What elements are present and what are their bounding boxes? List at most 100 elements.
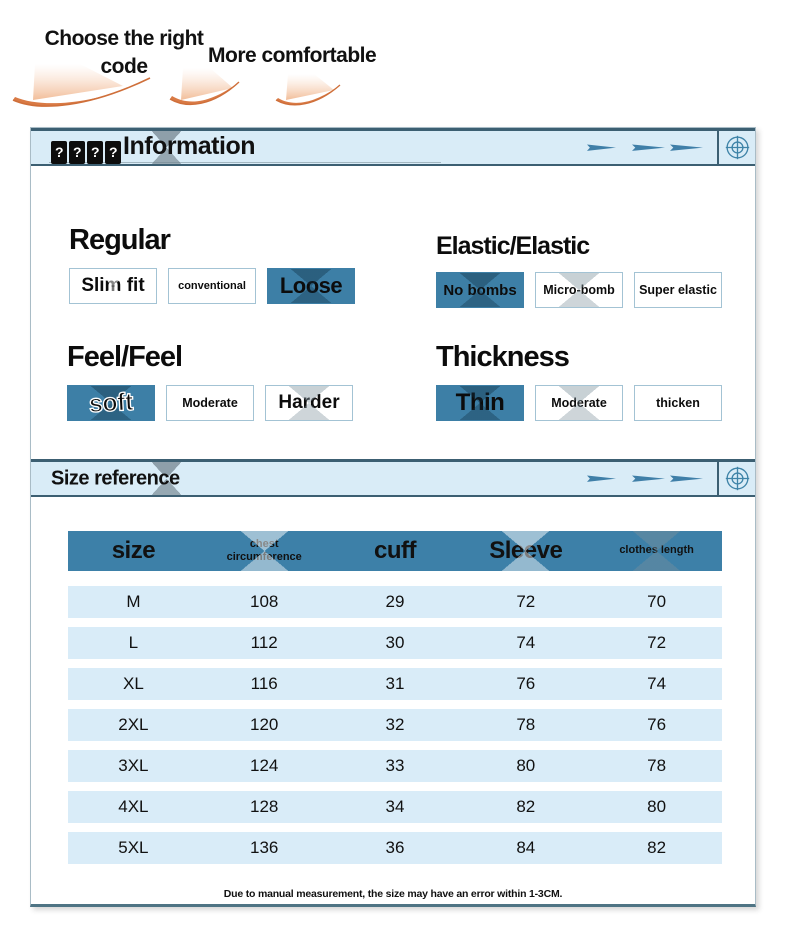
option-label: soft <box>88 387 135 419</box>
cell-sleeve: 74 <box>516 633 536 652</box>
option-soft[interactable]: soft <box>67 385 155 421</box>
table-row: 2XL 120 32 78 76 <box>68 709 722 741</box>
option-moderate-feel[interactable]: Moderate <box>166 385 254 421</box>
option-moderate-thickness[interactable]: Moderate <box>535 385 623 421</box>
crosshair-icon <box>725 135 749 160</box>
option-thicken[interactable]: thicken <box>634 385 722 421</box>
option-group-feel: Feel/Feel soft Moderate Harder <box>67 341 353 421</box>
arrow-right-icon <box>632 144 665 151</box>
missing-glyph-box: ? <box>87 140 103 164</box>
size-table: size chest circumference cuff Sleeve clo… <box>68 531 722 864</box>
option-row: No bombs Micro-bomb Super elastic <box>436 272 722 308</box>
column-header-clothes-length: clothes length <box>591 531 722 571</box>
cell-length: 72 <box>647 633 667 652</box>
option-row: Slim fit conventional Loose <box>69 268 355 304</box>
column-header-cuff: cuff <box>373 537 416 564</box>
option-group-thickness: Thickness Thin Moderate thicken <box>436 341 722 421</box>
information-title: ???? Information <box>51 131 256 164</box>
arrow-right-icon <box>632 475 665 482</box>
title-underline <box>49 162 441 163</box>
cell-chest: 112 <box>250 633 278 652</box>
cell-chest: 136 <box>250 838 279 857</box>
size-table-header: size chest circumference cuff Sleeve clo… <box>68 531 722 571</box>
cell-cuff: 32 <box>385 715 405 734</box>
crosshair-icon <box>725 466 749 491</box>
information-section-bar: ???? Information <box>31 128 755 166</box>
option-group-elastic: Elastic/Elastic No bombs Micro-bomb Supe… <box>436 232 722 308</box>
arrow-right-icon <box>670 144 703 151</box>
option-slim-fit[interactable]: Slim fit <box>69 268 157 304</box>
cell-sleeve: 82 <box>516 797 536 816</box>
measurement-note: Due to manual measurement, the size may … <box>223 888 563 900</box>
cell-size: L <box>128 633 139 652</box>
cell-length: 76 <box>647 715 667 734</box>
brush-stroke-icon <box>12 64 151 107</box>
option-harder[interactable]: Harder <box>265 385 353 421</box>
table-row: XL 116 31 76 74 <box>68 668 722 700</box>
table-row: 5XL 136 36 84 82 <box>68 832 722 864</box>
cell-sleeve: 78 <box>516 715 536 734</box>
missing-glyph-box: ? <box>69 140 85 164</box>
option-loose[interactable]: Loose <box>267 268 355 304</box>
cell-length: 82 <box>647 838 667 857</box>
table-row: L 112 30 74 72 <box>68 627 722 659</box>
option-conventional[interactable]: conventional <box>168 268 256 304</box>
banner-right-text: More comfortable <box>208 44 377 67</box>
option-no-bombs[interactable]: No bombs <box>436 272 524 308</box>
option-row: soft Moderate Harder <box>67 385 353 421</box>
option-thin[interactable]: Thin <box>436 385 524 421</box>
option-micro-bomb[interactable]: Micro-bomb <box>535 272 623 308</box>
column-header-size: size <box>111 537 156 564</box>
option-super-elastic[interactable]: Super elastic <box>634 272 722 308</box>
table-row: 4XL 128 34 82 80 <box>68 791 722 823</box>
group-title: Thickness <box>436 341 570 373</box>
size-reference-title: Size reference <box>51 467 180 489</box>
column-header-sleeve: Sleeve <box>460 531 591 571</box>
table-row: 3XL 124 33 80 78 <box>68 750 722 782</box>
cell-size: XL <box>123 674 144 693</box>
option-row: Thin Moderate thicken <box>436 385 722 421</box>
cell-chest: 116 <box>250 674 278 693</box>
cell-cuff: 29 <box>385 592 405 611</box>
option-group-regular: Regular Slim fit conventional Loose <box>69 224 355 304</box>
top-banner: Choose the right code More comfortable <box>0 0 790 127</box>
banner-left-text: Choose the right code <box>44 27 204 79</box>
cell-cuff: 33 <box>385 756 405 775</box>
cell-size: 4XL <box>118 797 149 816</box>
cell-chest: 128 <box>250 797 279 816</box>
info-panel: ???? Information Regular Slim fit convent… <box>30 127 756 907</box>
cell-length: 80 <box>647 797 667 816</box>
cell-sleeve: 72 <box>516 592 536 611</box>
cell-cuff: 31 <box>385 674 405 693</box>
cell-size: 2XL <box>118 715 149 734</box>
cell-sleeve: 80 <box>516 756 536 775</box>
missing-glyph-box: ? <box>51 140 67 164</box>
table-row: M 108 29 72 70 <box>68 586 722 618</box>
cell-length: 78 <box>647 756 667 775</box>
arrow-right-icon <box>670 475 703 482</box>
overlay-artifact <box>39 462 294 495</box>
cell-size: M <box>126 592 141 611</box>
missing-glyph-box: ? <box>105 140 121 164</box>
cell-cuff: 36 <box>385 838 405 857</box>
cell-length: 74 <box>647 674 667 693</box>
arrow-darts <box>587 474 703 483</box>
arrow-darts <box>587 143 703 152</box>
arrow-right-icon <box>587 144 616 151</box>
cell-cuff: 30 <box>385 633 405 652</box>
size-reference-section-bar: Size reference <box>31 459 755 497</box>
crosshair-icon-box <box>717 131 755 164</box>
cell-size: 3XL <box>118 756 149 775</box>
group-title: Feel/Feel <box>67 341 183 373</box>
cell-chest: 124 <box>250 756 279 775</box>
information-title-text: Information <box>123 131 256 160</box>
cell-sleeve: 84 <box>516 838 536 857</box>
arrow-right-icon <box>587 475 616 482</box>
column-header-chest: chest circumference <box>198 531 330 571</box>
cell-sleeve: 76 <box>516 674 536 693</box>
cell-cuff: 34 <box>385 797 405 816</box>
cell-size: 5XL <box>118 838 149 857</box>
cell-length: 70 <box>647 592 667 611</box>
group-title: Regular <box>69 224 171 256</box>
cell-chest: 120 <box>250 715 279 734</box>
